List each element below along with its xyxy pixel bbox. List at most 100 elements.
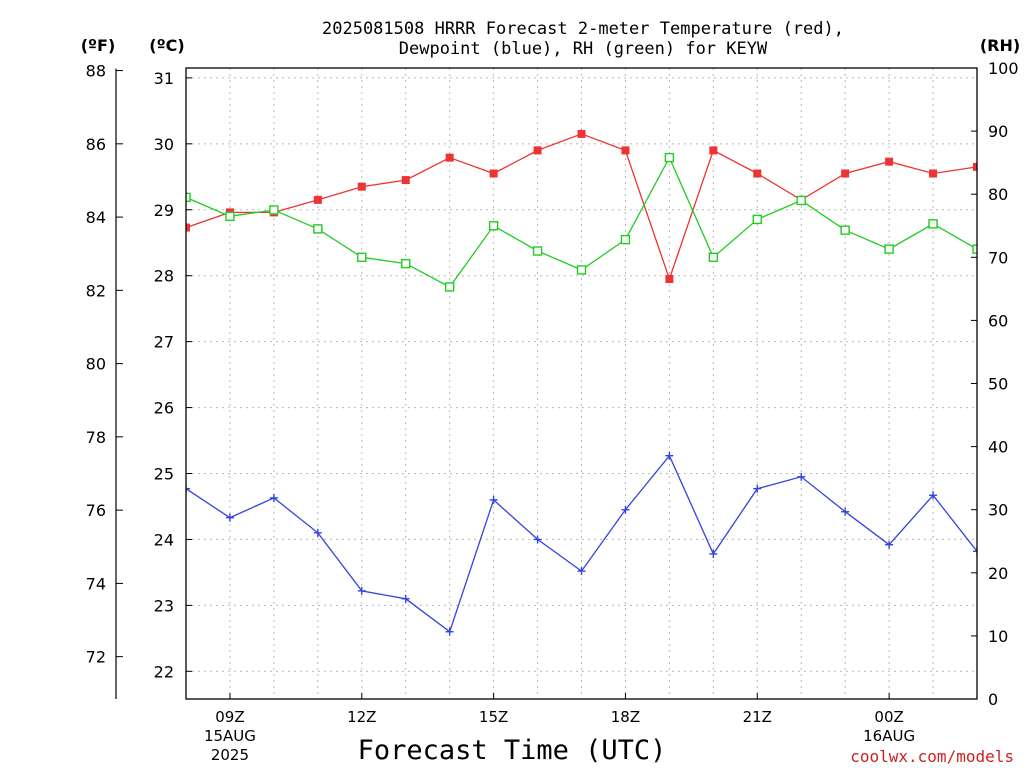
rh-tick-label: 80 bbox=[988, 185, 1008, 204]
rh-tick-label: 20 bbox=[988, 564, 1008, 583]
fahrenheit-tick-label: 84 bbox=[86, 208, 106, 227]
series-dewpoint bbox=[186, 451, 977, 636]
dewpoint-point bbox=[357, 586, 366, 595]
temperature-point bbox=[357, 182, 366, 191]
rh-point bbox=[532, 246, 543, 256]
grid-lines bbox=[185, 68, 978, 699]
temperature-point bbox=[753, 169, 762, 178]
dewpoint-point bbox=[753, 484, 762, 493]
rh-point bbox=[269, 205, 279, 215]
rh-unit-label: (RH) bbox=[980, 36, 1020, 55]
celsius-tick-label: 30 bbox=[154, 135, 174, 154]
rh-tick-label: 10 bbox=[988, 627, 1008, 646]
celsius-tick-label: 24 bbox=[154, 530, 174, 549]
x-tick-year-label: 2025 bbox=[211, 746, 249, 764]
rh-point bbox=[796, 195, 806, 206]
dewpoint-point bbox=[665, 451, 674, 460]
temperature-point bbox=[885, 157, 894, 166]
rh-point bbox=[313, 224, 323, 234]
fahrenheit-tick-label: 86 bbox=[86, 135, 106, 154]
rh-point bbox=[928, 219, 938, 229]
temperature-point bbox=[489, 169, 498, 178]
fahrenheit-tick-label: 72 bbox=[86, 648, 106, 667]
rh-point bbox=[488, 221, 499, 231]
celsius-tick-label: 25 bbox=[154, 465, 174, 484]
rh-point bbox=[444, 282, 455, 292]
plot-frame bbox=[185, 67, 978, 700]
rh-point bbox=[884, 244, 894, 254]
rh-tick-label: 40 bbox=[988, 438, 1008, 457]
rh-tick-label: 50 bbox=[988, 375, 1008, 394]
x-tick-label: 15Z bbox=[479, 708, 508, 726]
temperature-point bbox=[621, 146, 630, 155]
temperature-point bbox=[841, 169, 850, 178]
temperature-point bbox=[401, 176, 410, 185]
rh-point bbox=[357, 252, 367, 263]
credit-text: coolwx.com/models bbox=[850, 747, 1014, 766]
temperature-point bbox=[186, 223, 190, 232]
dewpoint-point bbox=[841, 507, 850, 516]
chart-title-line2: Dewpoint (blue), RH (green) for KEYW bbox=[399, 39, 768, 59]
dewpoint-point bbox=[401, 594, 410, 603]
dewpoint-point bbox=[489, 495, 498, 504]
rh-tick-label: 100 bbox=[988, 59, 1019, 78]
temperature-point bbox=[973, 162, 977, 171]
rh-point bbox=[401, 258, 411, 269]
rh-tick-label: 30 bbox=[988, 501, 1008, 520]
fahrenheit-tick-label: 76 bbox=[86, 501, 106, 520]
temperature-point bbox=[313, 195, 322, 204]
temperature-point bbox=[445, 153, 454, 162]
rh-point bbox=[752, 214, 762, 225]
celsius-tick-label: 26 bbox=[154, 399, 174, 418]
x-tick-label: 21Z bbox=[743, 708, 772, 726]
axes: 22 23 24 25 26 27 28 29 30 31 72 74 76 78 80 82 84 86 88 0 1… bbox=[86, 59, 1019, 764]
rh-point bbox=[708, 252, 719, 263]
fahrenheit-unit-label: (ºF) bbox=[81, 36, 116, 55]
dewpoint-point bbox=[533, 535, 542, 544]
fahrenheit-tick-label: 82 bbox=[86, 281, 106, 300]
temperature-point bbox=[533, 146, 542, 155]
dewpoint-point bbox=[577, 567, 586, 576]
dewpoint-point bbox=[797, 472, 806, 481]
series-rh bbox=[186, 152, 977, 292]
dewpoint-point bbox=[709, 549, 718, 558]
chart-title-line1: 2025081508 HRRR Forecast 2-meter Tempera… bbox=[322, 19, 844, 39]
dewpoint-point bbox=[313, 528, 322, 537]
rh-point bbox=[972, 244, 977, 254]
celsius-tick-label: 29 bbox=[154, 201, 174, 220]
fahrenheit-tick-label: 74 bbox=[86, 574, 106, 593]
rh-point bbox=[225, 211, 235, 221]
x-tick-date-label: 15AUG bbox=[204, 727, 256, 745]
fahrenheit-tick-label: 88 bbox=[86, 62, 106, 81]
rh-point bbox=[186, 192, 191, 203]
temperature-point bbox=[709, 146, 718, 155]
rh-tick-label: 70 bbox=[988, 248, 1008, 267]
rh-tick-label: 0 bbox=[988, 690, 998, 709]
x-tick-label: 09Z bbox=[215, 708, 244, 726]
x-tick-label: 00Z bbox=[874, 708, 903, 726]
rh-point bbox=[664, 152, 675, 163]
dewpoint-point bbox=[621, 505, 630, 514]
dewpoint-point bbox=[929, 491, 938, 500]
celsius-tick-label: 28 bbox=[154, 267, 174, 286]
dewpoint-point bbox=[225, 513, 234, 522]
celsius-tick-label: 22 bbox=[154, 662, 174, 681]
data-series bbox=[186, 129, 977, 636]
dewpoint-point bbox=[269, 493, 278, 502]
rh-point bbox=[576, 265, 587, 275]
celsius-tick-label: 27 bbox=[154, 333, 174, 352]
celsius-unit-label: (ºC) bbox=[149, 36, 184, 55]
celsius-tick-label: 31 bbox=[154, 69, 174, 88]
x-tick-label: 18Z bbox=[611, 708, 640, 726]
dewpoint-point bbox=[973, 547, 977, 556]
rh-tick-label: 60 bbox=[988, 311, 1008, 330]
fahrenheit-tick-label: 78 bbox=[86, 428, 106, 447]
x-tick-date-label: 16AUG bbox=[863, 727, 915, 745]
celsius-tick-label: 23 bbox=[154, 596, 174, 615]
dewpoint-point bbox=[445, 627, 454, 636]
temperature-point bbox=[665, 274, 674, 283]
fahrenheit-tick-label: 80 bbox=[86, 355, 106, 374]
dewpoint-point bbox=[186, 484, 190, 493]
x-tick-label: 12Z bbox=[347, 708, 376, 726]
